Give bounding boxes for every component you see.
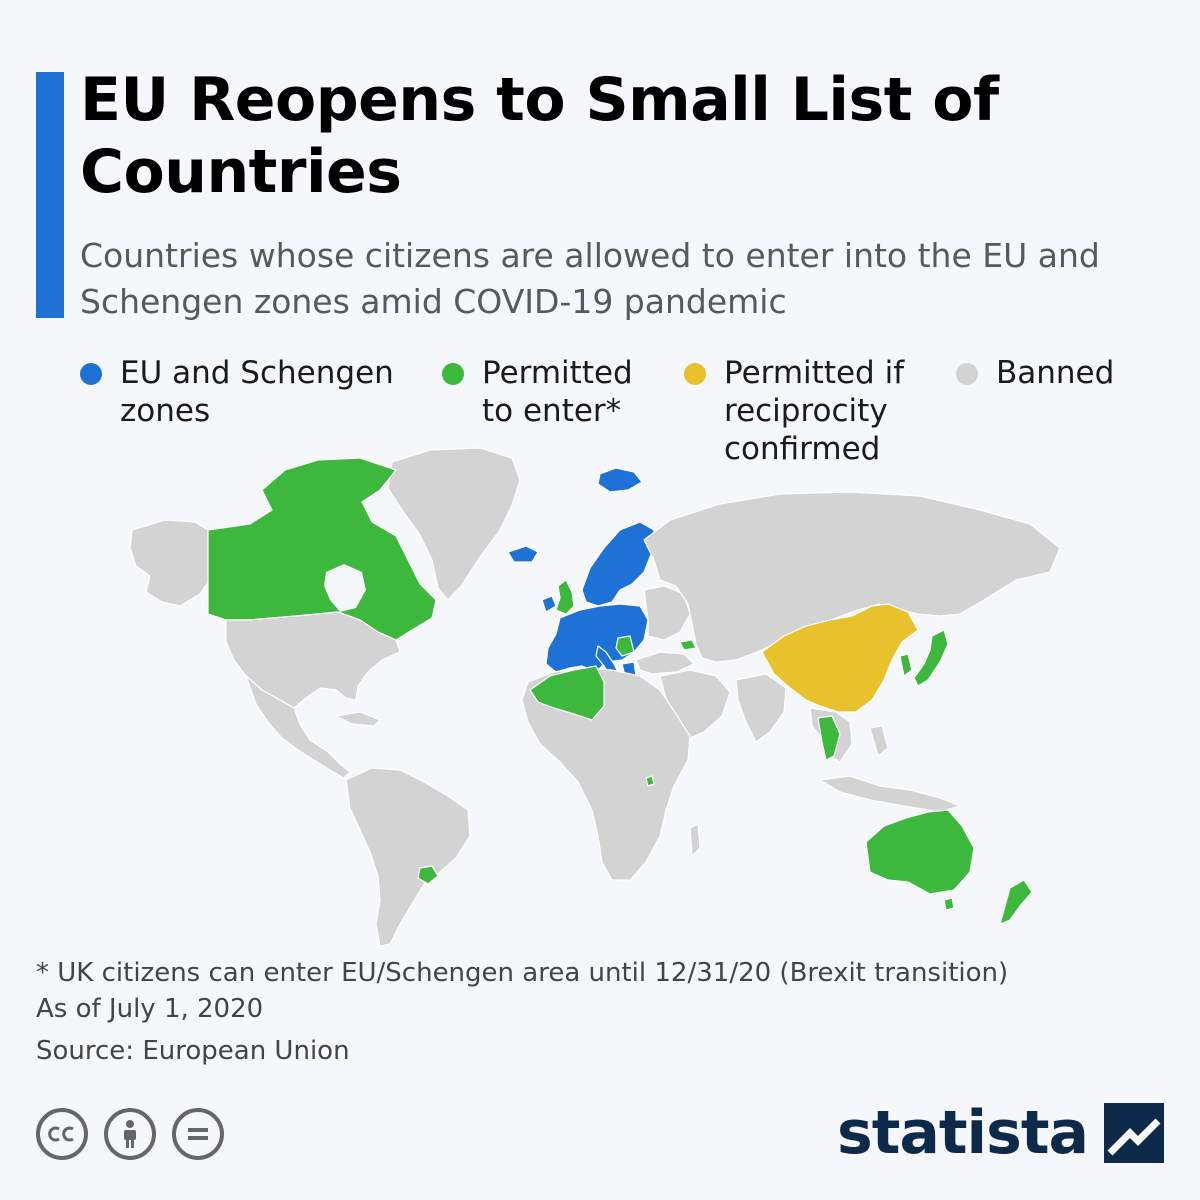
cc-icon[interactable] [36, 1108, 88, 1160]
region-tasmania [943, 897, 955, 911]
region-mexico [245, 675, 351, 779]
region-uk [555, 579, 575, 615]
legend-dot-banned [956, 363, 978, 385]
world-map [0, 440, 1200, 960]
world-map-svg [129, 447, 1061, 947]
region-indonesia [819, 775, 961, 813]
equals-glyph-icon [188, 1128, 208, 1140]
legend-label-permitted: Permitted to enter* [482, 355, 633, 429]
region-scandinavia [581, 521, 655, 607]
source-note: Source: European Union [36, 1036, 350, 1066]
legend-item-reciprocity: Permitted if reciprocity confirmed [684, 354, 904, 468]
region-greenland [387, 447, 521, 601]
footnote: * UK citizens can enter EU/Schengen area… [36, 958, 1009, 988]
legend-dot-reciprocity [684, 363, 706, 385]
region-south-america [345, 767, 471, 947]
legend-item-banned: Banned [956, 354, 1114, 392]
page-title: EU Reopens to Small List of Countries [80, 65, 999, 207]
region-australia [865, 809, 975, 895]
legend-item-eu-schengen: EU and Schengen zones [80, 354, 394, 430]
accent-bar [36, 72, 64, 318]
region-serbia-montenegro [615, 635, 635, 657]
region-georgia [679, 639, 697, 651]
region-japan [913, 629, 949, 687]
region-iceland [507, 545, 539, 563]
as-of-date: As of July 1, 2020 [36, 994, 264, 1024]
region-korea [899, 653, 913, 677]
person-glyph-icon [124, 1120, 136, 1148]
region-india [735, 673, 787, 743]
legend-label-banned: Banned [996, 355, 1115, 391]
region-caribbean [335, 711, 381, 727]
region-thailand [817, 715, 841, 761]
region-madagascar [689, 823, 701, 857]
license-icons [36, 1108, 224, 1160]
region-eastern-europe [643, 585, 691, 641]
region-philippines [869, 725, 889, 757]
legend-dot-eu-schengen [80, 363, 102, 385]
legend: EU and Schengen zones Permitted to enter… [0, 354, 1200, 474]
region-alaska [129, 519, 211, 607]
statista-mark-icon [1104, 1103, 1164, 1163]
legend-label-eu-schengen: EU and Schengen zones [120, 355, 394, 429]
region-turkey [635, 651, 695, 675]
no-derivatives-icon[interactable] [172, 1108, 224, 1160]
cc-glyph-icon [48, 1126, 74, 1142]
region-uruguay [417, 865, 439, 885]
region-svalbard [597, 467, 643, 493]
brand-name: statista [836, 1098, 1089, 1168]
region-rwanda [645, 775, 655, 787]
region-china [761, 603, 919, 713]
legend-dot-permitted [442, 363, 464, 385]
legend-label-reciprocity: Permitted if reciprocity confirmed [724, 355, 905, 467]
attribution-icon[interactable] [104, 1108, 156, 1160]
statista-logo[interactable]: statista [837, 1098, 1164, 1168]
legend-item-permitted: Permitted to enter* [442, 354, 633, 430]
page-subtitle: Countries whose citizens are allowed to … [80, 236, 1100, 321]
region-new-zealand [999, 879, 1033, 925]
region-maghreb [529, 665, 605, 721]
region-ireland [541, 595, 557, 613]
region-hudson-bay [324, 564, 366, 612]
region-africa [521, 667, 691, 881]
